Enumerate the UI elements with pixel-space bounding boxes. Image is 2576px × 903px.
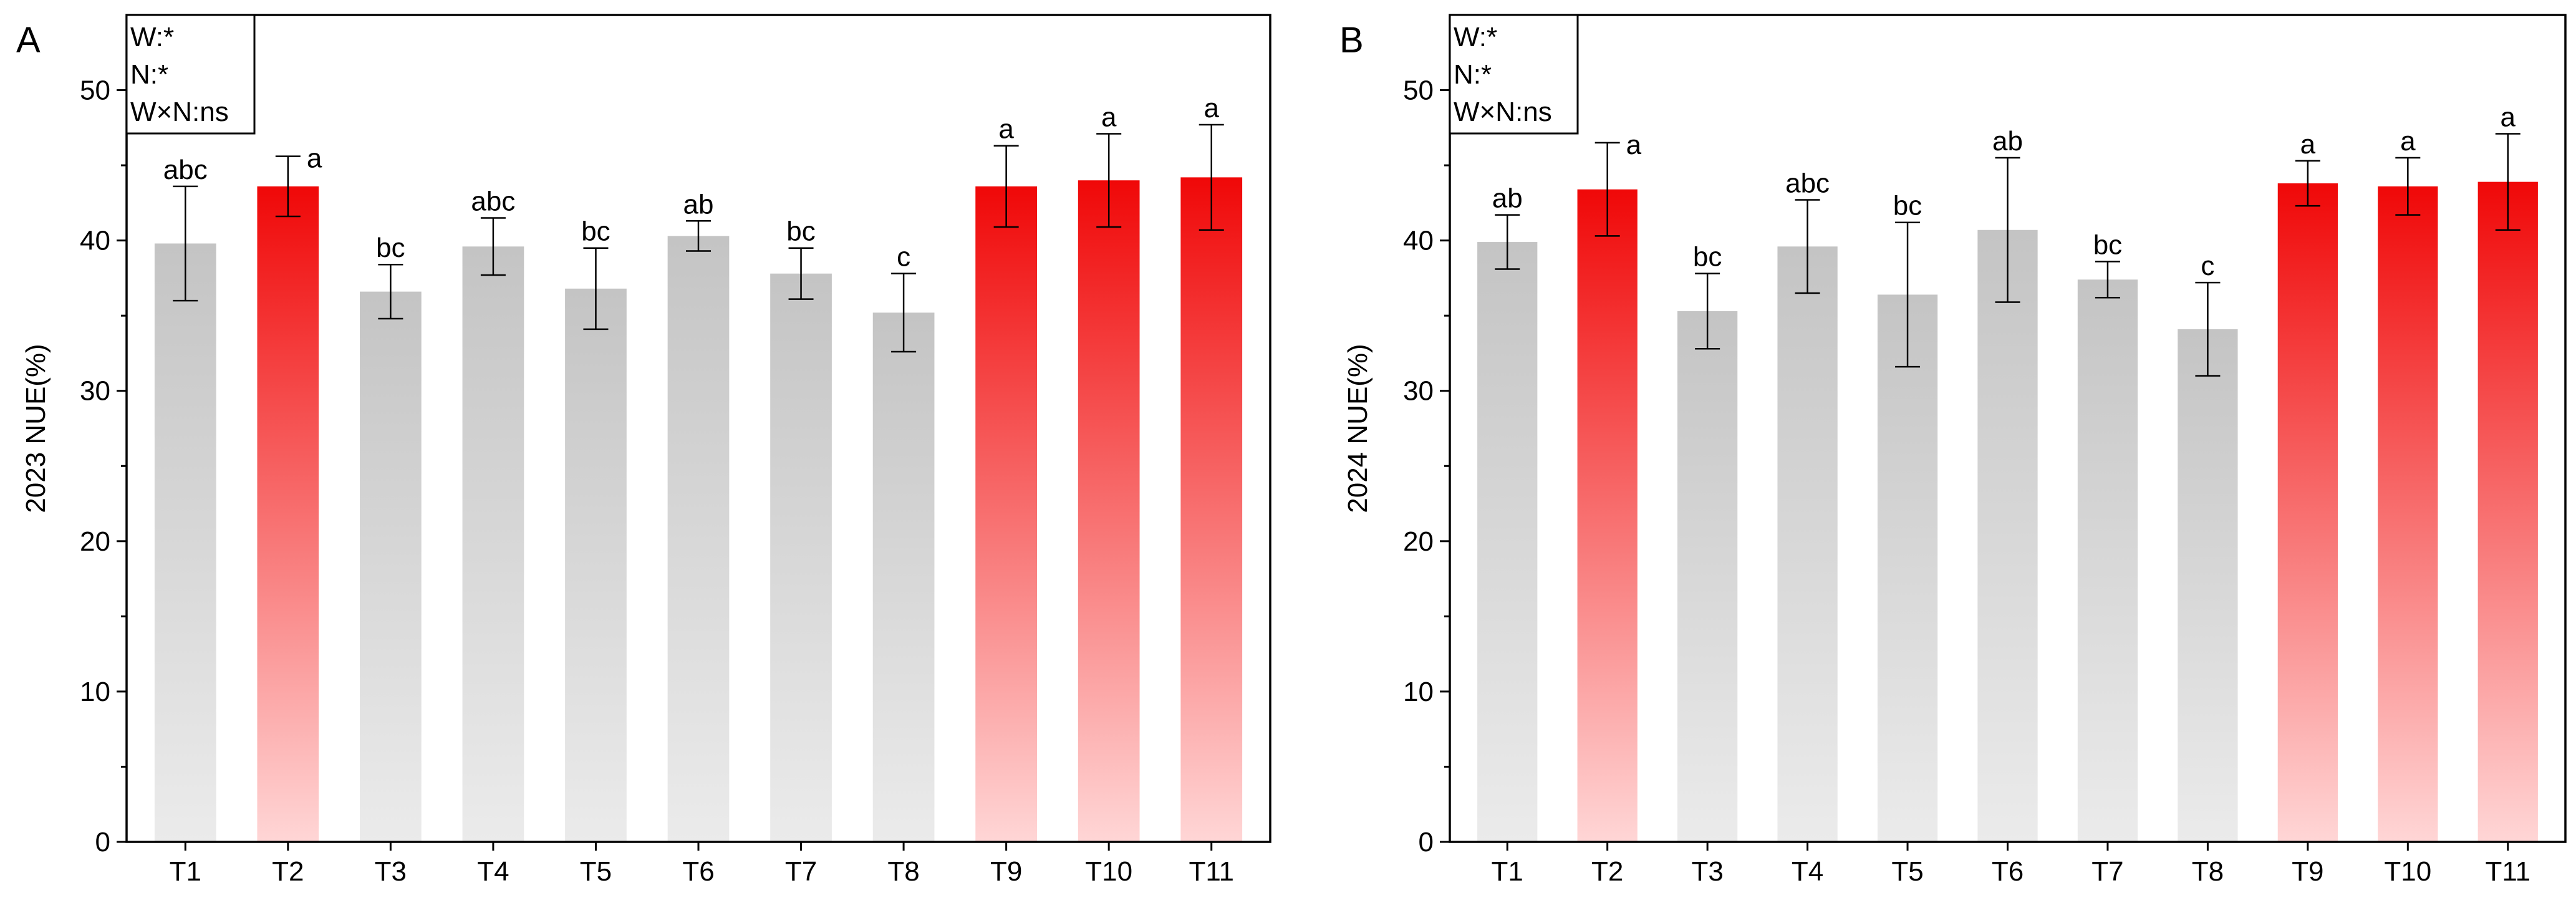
- x-tick-label: T8: [2192, 856, 2224, 887]
- x-tick-label: T9: [990, 856, 1022, 887]
- bar-t5: [1877, 294, 1938, 842]
- bar-t6: [1977, 229, 2038, 842]
- x-tick-label: T5: [580, 856, 612, 887]
- y-tick-label: 50: [1403, 75, 1434, 106]
- bar-t10: [1078, 180, 1140, 843]
- y-tick-label: 30: [80, 376, 110, 407]
- stats-line: W:*: [130, 22, 174, 52]
- bar-t4: [462, 246, 524, 842]
- bar-t3: [1677, 311, 1738, 842]
- stats-line: W×N:ns: [130, 97, 229, 127]
- bar-t2: [257, 186, 319, 842]
- x-tick-label: T10: [1085, 856, 1132, 887]
- x-tick-label: T2: [272, 856, 304, 887]
- y-tick-label: 0: [1419, 827, 1434, 857]
- significance-label: a: [1626, 130, 1642, 160]
- x-tick-label: T1: [170, 856, 201, 887]
- x-tick-label: T9: [2292, 856, 2323, 887]
- y-tick-label: 50: [80, 75, 110, 106]
- y-tick-label: 20: [80, 526, 110, 557]
- y-tick-label: 10: [1403, 677, 1434, 707]
- plot-frame: [125, 14, 1271, 843]
- significance-label: a: [2400, 126, 2416, 157]
- y-tick-label: 20: [1403, 526, 1434, 557]
- stats-line: N:*: [1454, 59, 1492, 90]
- bar-t9: [975, 186, 1037, 842]
- bar-t11: [1180, 177, 1243, 842]
- y-axis-title: 2023 NUE(%): [21, 344, 51, 513]
- x-tick-label: T6: [1992, 856, 2024, 887]
- x-tick-label: T3: [1691, 856, 1723, 887]
- bar-t11: [2477, 181, 2538, 843]
- y-tick-label: 0: [95, 827, 110, 857]
- significance-label: bc: [2093, 229, 2122, 260]
- significance-label: a: [1204, 93, 1219, 123]
- bar-t10: [2378, 186, 2438, 842]
- bar-t8: [872, 312, 935, 842]
- bar-t8: [2178, 329, 2238, 842]
- y-axis-title: 2024 NUE(%): [1343, 344, 1373, 513]
- stats-box: [125, 14, 256, 135]
- x-tick-label: T6: [682, 856, 714, 887]
- significance-label: c: [897, 242, 910, 273]
- significance-label: bc: [1693, 242, 1722, 273]
- stats-box: [1449, 14, 1579, 135]
- significance-label: abc: [471, 186, 515, 216]
- x-tick-label: T4: [1792, 856, 1823, 887]
- x-tick-label: T7: [2091, 856, 2123, 887]
- bar-t9: [2277, 183, 2338, 842]
- y-tick-label: 30: [1403, 376, 1434, 407]
- significance-label: bc: [1893, 191, 1922, 221]
- x-tick-label: T10: [2384, 856, 2431, 887]
- significance-label: a: [307, 143, 322, 174]
- x-tick-label: T2: [1591, 856, 1623, 887]
- y-tick-label: 40: [80, 226, 110, 256]
- y-tick-label: 40: [1403, 226, 1434, 256]
- bar-t3: [360, 291, 422, 842]
- chart-panel-a: A 2023 NUE(%) abc T1 a T2 bc T3 abc T4 bc T5 ab T6 bc T…: [16, 14, 1271, 887]
- bar-t1: [1477, 242, 1538, 843]
- stats-line: W:*: [1454, 22, 1497, 52]
- x-tick-label: T8: [887, 856, 919, 887]
- significance-label: ab: [683, 189, 714, 220]
- significance-label: c: [2201, 251, 2214, 281]
- significance-label: ab: [1992, 126, 2023, 157]
- significance-label: bc: [581, 216, 610, 247]
- x-tick-label: T4: [477, 856, 509, 887]
- y-tick-label: 10: [80, 677, 110, 707]
- significance-label: a: [2300, 129, 2316, 160]
- bar-t4: [1777, 246, 1838, 842]
- plot-frame: [1449, 14, 2567, 843]
- significance-label: abc: [163, 155, 208, 185]
- bar-t5: [565, 288, 627, 842]
- x-tick-label: T11: [1189, 856, 1234, 887]
- panel-label: A: [16, 20, 41, 60]
- significance-label: ab: [1492, 183, 1523, 214]
- x-tick-label: T11: [2485, 856, 2530, 887]
- x-tick-label: T7: [785, 856, 817, 887]
- bar-t7: [2077, 279, 2138, 842]
- stats-line: W×N:ns: [1454, 97, 1552, 127]
- panel-label: B: [1339, 20, 1364, 60]
- chart-panel-b: B 2024 NUE(%) ab T1 a T2 bc T3 abc T4 bc T5 ab T6 bc T7…: [1339, 14, 2567, 887]
- bar-t6: [667, 236, 730, 842]
- bar-t1: [154, 243, 216, 842]
- bar-t2: [1577, 189, 1638, 842]
- significance-label: bc: [786, 216, 815, 247]
- x-tick-label: T3: [375, 856, 407, 887]
- significance-label: abc: [1785, 168, 1830, 199]
- significance-label: a: [998, 114, 1014, 145]
- bar-t7: [770, 273, 832, 842]
- x-tick-label: T5: [1891, 856, 1923, 887]
- x-tick-label: T1: [1492, 856, 1523, 887]
- significance-label: bc: [376, 233, 405, 263]
- significance-label: a: [2501, 102, 2516, 132]
- stats-line: N:*: [130, 59, 168, 90]
- significance-label: a: [1101, 102, 1117, 132]
